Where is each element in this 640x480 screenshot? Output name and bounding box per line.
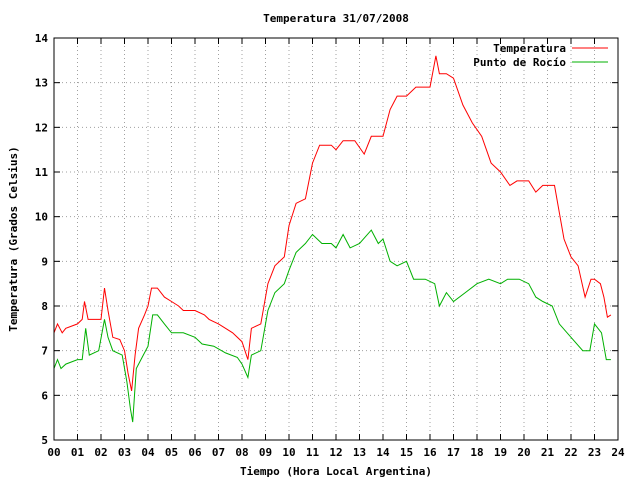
x-tick-label: 21	[541, 446, 555, 459]
x-tick-label: 05	[165, 446, 178, 459]
y-tick-label: 14	[35, 32, 49, 45]
x-tick-label: 06	[188, 446, 202, 459]
x-tick-label: 20	[517, 446, 530, 459]
y-tick-label: 5	[41, 434, 48, 447]
x-tick-label: 23	[588, 446, 601, 459]
legend-label-temperatura: Temperatura	[493, 42, 566, 55]
x-tick-label: 14	[376, 446, 390, 459]
y-tick-label: 11	[35, 166, 49, 179]
series-line-temperatura	[53, 55, 612, 391]
y-tick-label: 9	[41, 255, 48, 268]
x-tick-label: 02	[94, 446, 107, 459]
y-axis-label: Temperatura (Grados Celsius)	[7, 146, 20, 331]
legend-label-punto-de-rocio: Punto de Rocío	[473, 56, 566, 69]
x-tick-label: 13	[353, 446, 366, 459]
x-axis-label: Tiempo (Hora Local Argentina)	[240, 465, 432, 478]
x-tick-label: 09	[259, 446, 272, 459]
x-tick-label: 11	[306, 446, 320, 459]
x-tick-label: 18	[470, 446, 483, 459]
x-tick-label: 10	[282, 446, 295, 459]
x-tick-label: 08	[235, 446, 248, 459]
y-tick-label: 13	[35, 77, 48, 90]
grid	[54, 38, 618, 440]
y-tick-label: 12	[35, 121, 48, 134]
y-tick-label: 7	[41, 345, 48, 358]
x-tick-label: 00	[47, 446, 60, 459]
chart-title: Temperatura 31/07/2008	[263, 12, 409, 25]
x-tick-label: 01	[71, 446, 85, 459]
x-tick-label: 12	[329, 446, 342, 459]
x-tick-label: 22	[564, 446, 577, 459]
y-tick-label: 6	[41, 389, 48, 402]
legend: Temperatura Punto de Rocío	[473, 42, 608, 69]
series-line-punto-de-rocio	[53, 229, 611, 423]
axis-ticks	[53, 37, 619, 441]
y-tick-label: 8	[41, 300, 48, 313]
x-tick-label: 17	[447, 446, 460, 459]
x-tick-label: 15	[400, 446, 413, 459]
x-tick-label: 03	[118, 446, 131, 459]
x-tick-label: 24	[611, 446, 625, 459]
series-lines	[53, 55, 612, 423]
x-tick-label: 19	[494, 446, 507, 459]
y-tick-label: 10	[35, 211, 48, 224]
x-tick-label: 07	[212, 446, 225, 459]
x-tick-label: 04	[141, 446, 155, 459]
x-tick-label: 16	[423, 446, 437, 459]
